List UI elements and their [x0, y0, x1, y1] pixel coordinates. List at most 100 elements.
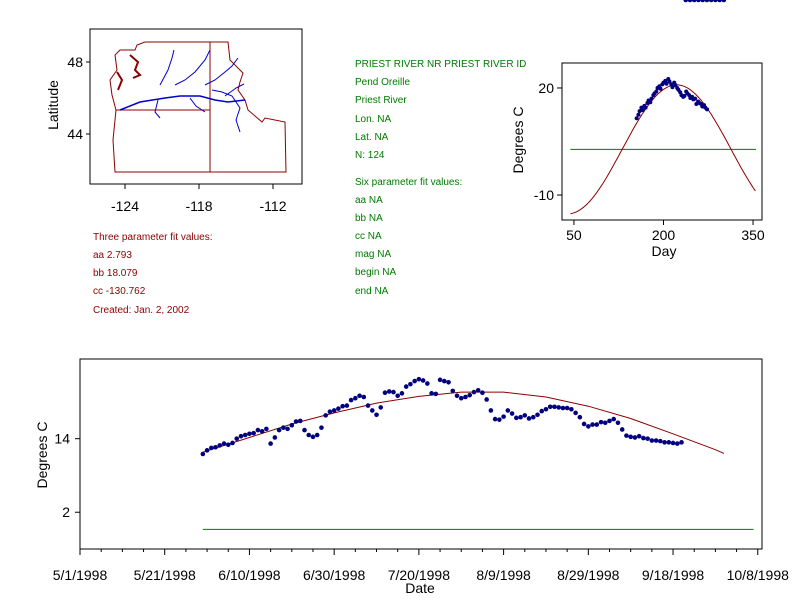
timeseries-data-point	[200, 451, 206, 457]
timeseries-data-point	[611, 416, 617, 422]
timeseries-data-point	[636, 433, 642, 439]
timeseries-data-point	[336, 406, 341, 411]
timeseries-data-point	[268, 441, 273, 446]
map-ylabel: Latitude	[45, 80, 61, 130]
seasonal-data-point	[640, 108, 645, 113]
river-columbia	[119, 95, 246, 111]
timeseries-data-point	[378, 405, 384, 410]
timeseries-data-point	[480, 390, 485, 396]
seasonal-data-point	[673, 83, 678, 88]
timeseries-data-point	[573, 410, 578, 416]
seasonal-data-point	[664, 81, 669, 86]
timeseries-data-point	[302, 427, 307, 433]
station-river: Priest River	[355, 95, 407, 106]
timeseries-ytick-label: 14	[54, 431, 70, 447]
timeseries-data-point	[539, 408, 545, 414]
seasonal-xtick-label: 350	[741, 227, 765, 243]
seasonal-data-point	[693, 96, 698, 101]
timeseries-frame	[79, 358, 763, 550]
station-title: PRIEST RIVER NR PRIEST RIVER ID	[355, 59, 527, 70]
seasonal-data-point	[682, 93, 687, 98]
timeseries-data-point	[242, 432, 248, 438]
timeseries-data-point	[522, 413, 528, 418]
timeseries-data-point	[446, 379, 451, 385]
seasonal-data-point	[658, 86, 663, 91]
timeseries-data-point	[259, 429, 265, 434]
seasonal-ytick-label: -10	[534, 187, 554, 203]
seasonal-xtick-label: 50	[566, 227, 582, 243]
map-xtick-label: -112	[260, 198, 287, 214]
map-xtick-label: -124	[111, 198, 139, 214]
timeseries-data-point	[679, 440, 684, 445]
timeseries-data-point	[713, 0, 718, 3]
river-tributary	[224, 83, 245, 97]
timeseries-data-point	[708, 0, 714, 3]
seasonal-fit-curve	[570, 84, 756, 215]
station-basin: Pend Oreille	[355, 77, 411, 88]
timeseries-data-point	[704, 0, 710, 3]
timeseries-data-point	[369, 408, 375, 413]
timeseries-data-point	[721, 0, 727, 3]
timeseries-data-point	[285, 426, 290, 432]
map-panel: 48 44 -124 -118 -112 Latitude	[45, 28, 303, 214]
timeseries-data-point	[323, 413, 328, 418]
six-fit-aa: aa NA	[355, 195, 383, 206]
coast-detail	[116, 71, 124, 91]
puget-sound	[129, 54, 142, 79]
river-tributary	[189, 97, 206, 113]
timeseries-data-point	[441, 378, 447, 384]
timeseries-data-point	[230, 440, 235, 446]
timeseries-data-point	[543, 406, 549, 412]
timeseries-data-point	[547, 404, 553, 410]
timeseries-data-point	[514, 415, 519, 421]
timeseries-xtick-label: 8/29/1998	[557, 567, 619, 583]
timeseries-data-point	[365, 403, 371, 408]
timeseries-data-point	[691, 0, 697, 3]
timeseries-data-point	[497, 417, 502, 422]
timeseries-data-point	[416, 376, 422, 382]
timeseries-data-point	[602, 420, 608, 426]
timeseries-data-point	[408, 381, 413, 387]
timeseries-data-point	[530, 414, 536, 420]
timeseries-data-point	[471, 389, 477, 395]
timeseries-data-point	[450, 388, 456, 394]
river-snake	[211, 89, 241, 133]
timeseries-ytick-label: 2	[62, 504, 70, 520]
map-ytick-label: 44	[67, 126, 83, 142]
timeseries-data-point	[632, 435, 638, 440]
timeseries-data-point	[518, 414, 523, 420]
timeseries-data-point	[607, 418, 612, 424]
timeseries-data-point	[615, 420, 621, 426]
timeseries-data-point	[272, 435, 278, 440]
timeseries-data-point	[353, 395, 358, 401]
timeseries-data-point	[297, 418, 303, 424]
timeseries-xtick-label: 9/18/1998	[642, 567, 704, 583]
three-fit-cc: cc -130.762	[93, 286, 146, 297]
timeseries-data-point	[535, 412, 540, 418]
six-fit-cc: cc NA	[355, 231, 382, 242]
timeseries-ylabel: Degrees C	[34, 422, 50, 489]
seasonal-ylabel: Degrees C	[510, 107, 526, 174]
timeseries-data-point	[264, 426, 269, 432]
timeseries-data-point	[687, 0, 693, 3]
seasonal-data-point	[705, 107, 710, 112]
timeseries-fit-curve	[202, 391, 725, 454]
timeseries-data-point	[509, 411, 515, 416]
timeseries-data-point	[399, 391, 405, 396]
timeseries-data-point	[344, 403, 350, 408]
seasonal-xtick-label: 200	[652, 227, 676, 243]
station-n: N: 124	[355, 150, 385, 161]
timeseries-data-point	[666, 440, 672, 445]
timeseries-data-point	[225, 442, 231, 448]
timeseries-data-point	[293, 419, 299, 424]
timeseries-data-point	[433, 391, 439, 397]
timeseries-chart: Degrees C Date 5/1/1998 5/21/1998 6/10/199…	[34, 0, 789, 596]
timeseries-data-point	[403, 384, 409, 389]
timeseries-data-point	[458, 395, 464, 401]
timeseries-data-point	[653, 438, 659, 443]
seasonal-data-point	[648, 100, 653, 105]
timeseries-data-point	[700, 0, 705, 3]
created-date: Created: Jan. 2, 2002	[93, 305, 190, 316]
timeseries-data-point	[221, 441, 227, 446]
